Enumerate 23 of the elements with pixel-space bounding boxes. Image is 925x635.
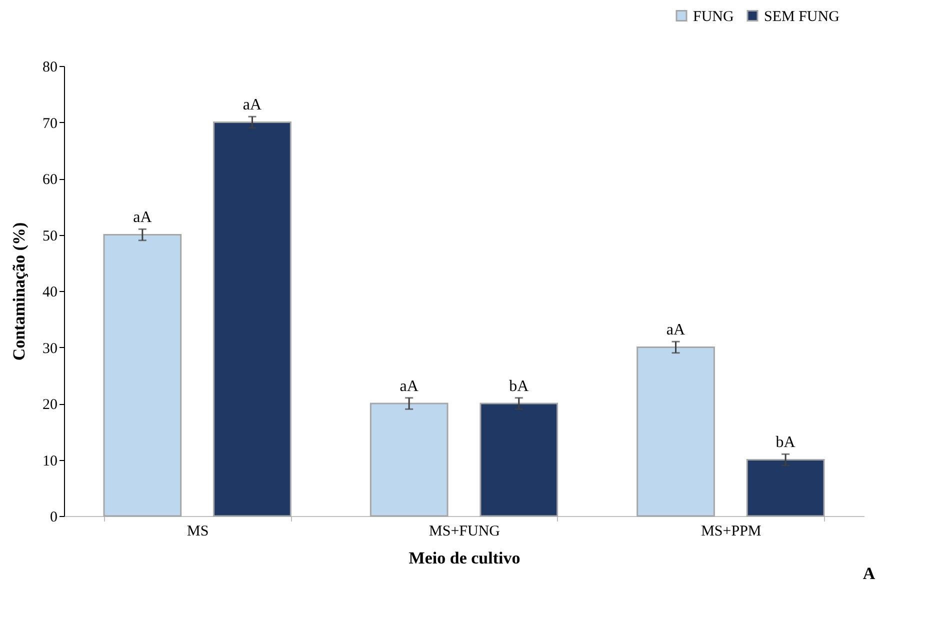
y-axis-title: Contaminação (%) — [10, 222, 28, 361]
y-tick-label: 20 — [42, 397, 58, 413]
y-tick-label: 50 — [42, 228, 58, 244]
data-label: aA — [400, 378, 419, 395]
y-tick-label: 70 — [42, 116, 58, 132]
y-tick-label: 10 — [42, 453, 58, 470]
data-label: bA — [509, 378, 530, 395]
data-label: bA — [776, 434, 796, 452]
legend-label: SEM FUNG — [764, 8, 840, 25]
y-tick-label: 60 — [42, 172, 58, 188]
x-axis-title: Meio de cultivo — [408, 548, 520, 568]
data-label: aA — [242, 96, 262, 114]
x-tick-label: MS — [186, 524, 209, 540]
data-label: aA — [666, 322, 686, 339]
x-tick-label: MS+FUNG — [429, 524, 500, 540]
legend-label: FUNG — [693, 8, 734, 25]
y-tick-label: 0 — [50, 510, 58, 526]
y-tick-label: 30 — [42, 340, 58, 357]
data-label: aA — [133, 209, 152, 226]
x-tick-label: MS+PPM — [701, 524, 762, 540]
y-tick-label: 80 — [42, 60, 58, 76]
text: A — [862, 564, 876, 583]
y-tick-label: 40 — [42, 284, 58, 300]
